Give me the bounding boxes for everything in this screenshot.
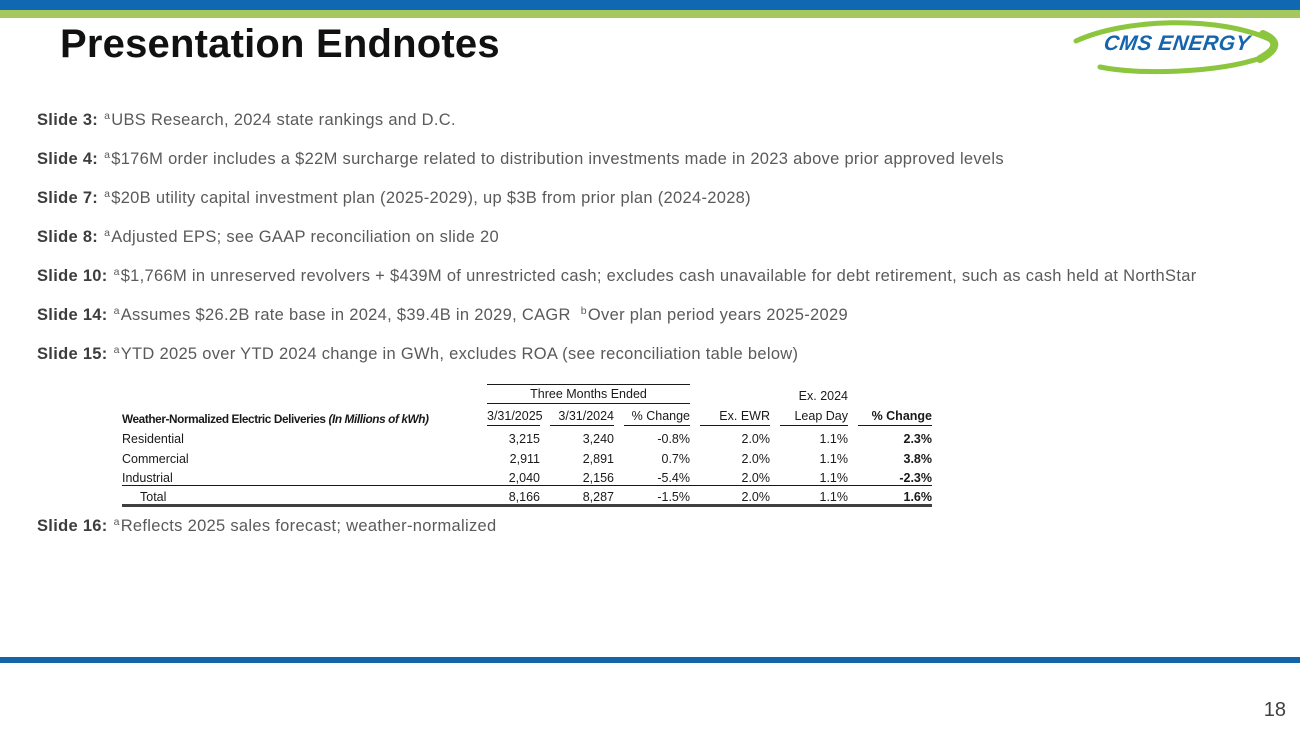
endnote-text: Reflects 2025 sales forecast; weather-no… [120, 517, 497, 535]
endnote-superscript: a [104, 187, 111, 200]
endnote-text: Over plan period years 2025-2029 [587, 306, 848, 324]
endnote-label: Slide 10: [37, 267, 108, 285]
cell-value: -1.5% [614, 486, 690, 507]
endnote-superscript: a [113, 343, 120, 356]
bottom-blue-bar [0, 657, 1300, 663]
column-header-ex-2024: Ex. 2024 [798, 389, 848, 403]
endnote-slide-3: Slide 3: aUBS Research, 2024 state rankin… [37, 108, 1277, 132]
cell-value: 1.6% [848, 486, 932, 507]
endnote-slide-10: Slide 10: a$1,766M in unreserved revolver… [37, 264, 1277, 288]
endnote-slide-16: Slide 16: aReflects 2025 sales forecast; … [37, 514, 496, 538]
column-header-leap-day: Leap Day [780, 409, 848, 426]
top-blue-bar [0, 0, 1300, 10]
logo-swoosh-icon [1073, 20, 1279, 75]
endnote-text: Adjusted EPS; see GAAP reconciliation on… [111, 228, 499, 246]
endnote-superscript: a [104, 109, 111, 122]
cell-value: 2,891 [582, 452, 614, 466]
page-title: Presentation Endnotes [60, 22, 500, 66]
endnotes-list: Slide 3: aUBS Research, 2024 state rankin… [37, 108, 1277, 381]
endnote-label: Slide 14: [37, 306, 108, 324]
endnote-text: UBS Research, 2024 state rankings and D.… [111, 111, 456, 129]
table-row-commercial: Commercial 2,911 2,891 0.7% 2.0% 1.1% 3.… [122, 446, 932, 466]
cell-value: 8,166 [477, 486, 540, 507]
cell-value: 2.0% [741, 452, 771, 466]
endnote-slide-8: Slide 8: aAdjusted EPS; see GAAP reconcil… [37, 225, 1277, 249]
cell-value: 2.0% [690, 466, 770, 486]
group-header-three-months-ended: Three Months Ended [487, 384, 690, 404]
cell-value: -5.4% [614, 466, 690, 486]
cell-value: 2,911 [509, 452, 540, 466]
column-header-pct-change: % Change [624, 409, 690, 426]
table-row-total: Total 8,166 8,287 -1.5% 2.0% 1.1% 1.6% [122, 486, 932, 507]
cell-value: 0.7% [661, 452, 691, 466]
table-group-header-row: Three Months Ended Ex. 2024 [122, 374, 932, 404]
cell-value: -2.3% [848, 466, 932, 486]
endnote-label: Slide 3: [37, 111, 99, 129]
endnote-text: $1,766M in unreserved revolvers + $439M … [120, 267, 1197, 285]
row-label: Commercial [122, 452, 189, 466]
cell-value: 2,156 [540, 466, 614, 486]
electric-deliveries-table: Three Months Ended Ex. 2024 Weather-Norm… [122, 374, 932, 507]
endnote-superscript: a [113, 304, 120, 317]
endnote-text: Assumes $26.2B rate base in 2024, $39.4B… [120, 306, 571, 324]
endnote-text: YTD 2025 over YTD 2024 change in GWh, ex… [120, 345, 799, 363]
column-header-3-31-2025: 3/31/2025 [487, 409, 543, 426]
endnote-slide-14: Slide 14: aAssumes $26.2B rate base in 20… [37, 303, 1277, 327]
table-column-header-row: Weather-Normalized Electric Deliveries (… [122, 404, 932, 426]
cell-value: 8,287 [540, 486, 614, 507]
row-label: Residential [122, 432, 184, 446]
table-units-label: (In Millions of kWh) [328, 412, 429, 426]
cell-value: 3,240 [582, 432, 614, 446]
cell-value: 2.3% [903, 432, 933, 446]
cell-value: 2.0% [741, 432, 771, 446]
endnote-label: Slide 4: [37, 150, 99, 168]
endnote-label: Slide 8: [37, 228, 99, 246]
endnote-label: Slide 15: [37, 345, 108, 363]
endnote-superscript: b [580, 304, 587, 317]
endnote-label: Slide 16: [37, 517, 108, 535]
cell-value: 1.1% [770, 486, 848, 507]
logo-wordmark: CMS ENERGY [1102, 32, 1252, 55]
endnote-superscript: a [104, 226, 111, 239]
endnote-label: Slide 7: [37, 189, 99, 207]
endnote-text: $20B utility capital investment plan (20… [111, 189, 751, 207]
table-row-industrial: Industrial 2,040 2,156 -5.4% 2.0% 1.1% -… [122, 466, 932, 486]
endnote-slide-7: Slide 7: a$20B utility capital investment… [37, 186, 1277, 210]
cell-value: 1.1% [819, 452, 849, 466]
page-number: 18 [1263, 699, 1286, 721]
cell-value: 3.8% [903, 452, 933, 466]
cell-value: 1.1% [770, 466, 848, 486]
table-row-residential: Residential 3,215 3,240 -0.8% 2.0% 1.1% … [122, 426, 932, 446]
endnote-superscript: a [113, 265, 120, 278]
row-label: Industrial [122, 466, 477, 486]
cell-value: 2,040 [477, 466, 540, 486]
cell-value: 2.0% [690, 486, 770, 507]
table-row-label-header: Weather-Normalized Electric Deliveries (… [122, 412, 429, 426]
endnote-slide-4: Slide 4: a$176M order includes a $22M sur… [37, 147, 1277, 171]
row-label: Total [122, 486, 477, 507]
cell-value: -0.8% [657, 432, 690, 446]
column-header-ex-ewr: Ex. EWR [700, 409, 770, 426]
cms-energy-logo: CMS ENERGY [1064, 12, 1290, 76]
reconciliation-table-wrap: Three Months Ended Ex. 2024 Weather-Norm… [122, 374, 932, 507]
endnote-superscript: a [104, 148, 111, 161]
endnote-text: $176M order includes a $22M surcharge re… [111, 150, 1004, 168]
cell-value: 3,215 [508, 432, 540, 446]
endnote-superscript: a [113, 515, 120, 528]
column-header-pct-change-adj: % Change [858, 409, 932, 426]
column-header-3-31-2024: 3/31/2024 [550, 409, 614, 426]
cell-value: 1.1% [819, 432, 849, 446]
top-green-bar [0, 10, 1300, 18]
endnote-slide-15: Slide 15: aYTD 2025 over YTD 2024 change … [37, 342, 1277, 366]
